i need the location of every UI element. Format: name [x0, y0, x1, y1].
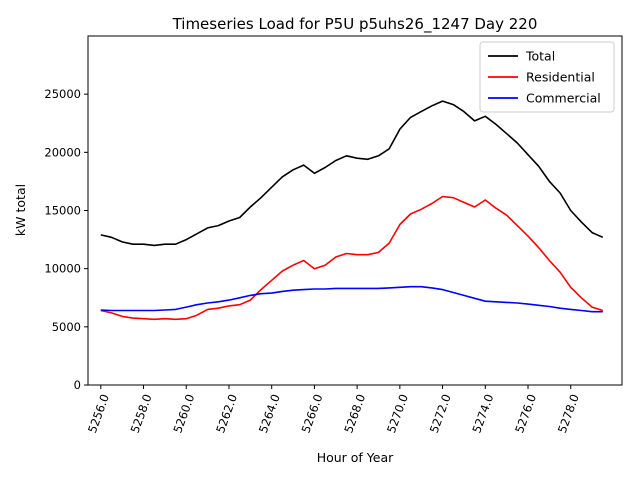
legend-label-residential: Residential	[526, 70, 595, 85]
legend-box	[479, 41, 615, 113]
y-tick-label: 25000	[44, 87, 81, 101]
y-tick-label: 10000	[44, 262, 81, 276]
series-line-commercial	[100, 285, 603, 313]
y-tick-label: 0	[74, 378, 81, 392]
legend-label-commercial: Commercial	[526, 91, 601, 106]
y-axis-label: kW total	[13, 184, 28, 236]
legend-label-total: Total	[525, 49, 555, 64]
chart-title: Timeseries Load for P5U p5uhs26_1247 Day…	[172, 15, 538, 34]
series-layer	[100, 100, 604, 321]
x-axis-label: Hour of Year	[317, 450, 394, 465]
y-axis: 0 5000 10000 15000 20000 25000	[44, 87, 88, 392]
y-tick-label: 20000	[44, 145, 81, 159]
y-tick-label: 5000	[52, 320, 81, 334]
y-tick-label: 15000	[44, 204, 81, 218]
legend: Total Residential Commercial	[479, 41, 615, 113]
series-line-total	[100, 100, 604, 247]
series-line-residential	[100, 195, 604, 321]
